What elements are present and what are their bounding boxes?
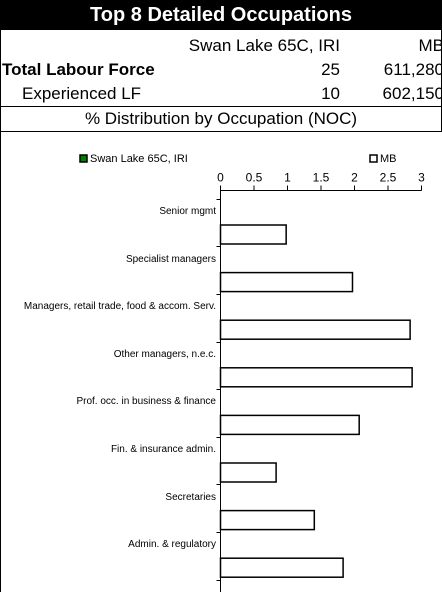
category-text: Prof. occ. in business & finance (76, 396, 216, 408)
cell: 611,280 (383, 60, 442, 79)
legend-label: Swan Lake 65C, IRI (90, 153, 188, 165)
legend-swatch (79, 154, 88, 163)
bar (219, 414, 360, 436)
column-header: MB (418, 36, 442, 55)
data-row: Experienced LF 10 602,150 (0, 82, 442, 106)
cell: 25 (321, 60, 340, 79)
bar (219, 462, 277, 483)
category-label: Other managers, n.e.c. (4, 348, 216, 362)
category-text: Managers, retail trade, food & accom. Se… (23, 301, 216, 313)
x-tick-label: 1 (284, 171, 291, 185)
category-label: Secretaries (4, 491, 216, 505)
category-label: Specialist managers (4, 253, 216, 267)
category-label: Senior mgmt (4, 205, 216, 219)
x-tick-label: 0 (217, 171, 224, 185)
category-label: Prof. occ. in business & finance (4, 395, 216, 409)
category-label: Admin. & regulatory (4, 538, 216, 552)
row-label: Experienced LF (22, 84, 142, 103)
report-title: Top 8 Detailed Occupations (0, 0, 442, 30)
bar (219, 367, 413, 388)
x-tick-label: 1.5 (313, 171, 330, 185)
category-text: Fin. & insurance admin. (110, 444, 216, 455)
category-text: Secretaries (165, 491, 216, 503)
data-row: Total Labour Force 25 611,280 (0, 58, 442, 82)
bar (219, 271, 354, 293)
x-tick-label: 0.5 (246, 171, 263, 185)
row-label: Total Labour Force (2, 60, 155, 79)
column-header: Swan Lake 65C, IRI (188, 36, 340, 55)
x-tick-label: 3 (418, 171, 425, 185)
x-tick-label: 2.5 (380, 171, 397, 185)
category-text: Senior mgmt (159, 206, 216, 217)
legend-swatch (369, 154, 378, 163)
cell: 10 (321, 84, 340, 103)
legend-label: MB (380, 153, 397, 165)
bar (219, 509, 316, 531)
category-label: Managers, retail trade, food & accom. Se… (4, 300, 216, 314)
x-tick-label: 2 (351, 171, 358, 185)
category-label: Fin. & insurance admin. (4, 443, 216, 457)
bar (219, 224, 287, 245)
category-text: Admin. & regulatory (128, 539, 216, 551)
bar (219, 319, 411, 340)
category-text: Other managers, n.e.c. (113, 348, 216, 360)
cell: 602,150 (382, 84, 442, 103)
column-row: Swan Lake 65C, IRI MB (0, 34, 442, 58)
category-text: Specialist managers (125, 253, 216, 265)
subtitle: % Distribution by Occupation (NOC) (84, 109, 358, 128)
bar (219, 557, 344, 578)
